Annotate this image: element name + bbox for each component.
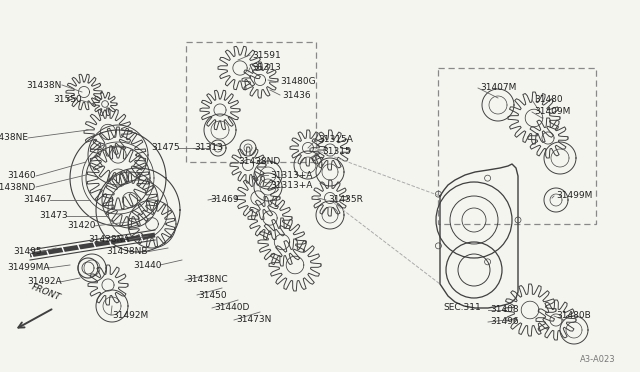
Text: 31313: 31313 [194, 144, 223, 153]
Text: 31480G: 31480G [280, 77, 316, 87]
Text: 31550: 31550 [53, 96, 82, 105]
Text: 31313+A: 31313+A [270, 170, 312, 180]
Text: 31438NA: 31438NA [88, 235, 130, 244]
Text: 31460: 31460 [8, 171, 36, 180]
Bar [438, 68, 596, 224]
Text: 31591: 31591 [252, 51, 281, 60]
Text: 31315A: 31315A [318, 135, 353, 144]
Text: 31438NE: 31438NE [0, 134, 28, 142]
Text: 31436: 31436 [282, 90, 310, 99]
Text: 31409M: 31409M [534, 108, 570, 116]
Text: 31438NC: 31438NC [186, 276, 228, 285]
Text: 31438ND: 31438ND [238, 157, 280, 167]
Text: 31313+A: 31313+A [270, 182, 312, 190]
Text: 31440D: 31440D [214, 304, 250, 312]
Text: 31438N: 31438N [27, 80, 62, 90]
Text: 31467: 31467 [24, 196, 52, 205]
Text: 31499M: 31499M [556, 192, 593, 201]
Text: 31408: 31408 [490, 305, 518, 314]
Text: 31435R: 31435R [328, 196, 363, 205]
Text: 31495: 31495 [13, 247, 42, 257]
Text: 31420: 31420 [67, 221, 96, 231]
Text: 31475: 31475 [152, 144, 180, 153]
Text: 31492M: 31492M [112, 311, 148, 320]
Text: 31315: 31315 [322, 148, 351, 157]
Text: 31438ND: 31438ND [0, 183, 36, 192]
Text: 31407M: 31407M [480, 83, 516, 93]
Text: 31473N: 31473N [236, 315, 271, 324]
Text: 31440: 31440 [134, 260, 162, 269]
Text: 31496: 31496 [490, 317, 518, 327]
Text: 31469: 31469 [210, 196, 239, 205]
Text: 31492A: 31492A [28, 278, 62, 286]
Text: 31438NB: 31438NB [106, 247, 148, 257]
Text: 31450: 31450 [198, 291, 227, 299]
Text: FRONT: FRONT [30, 282, 62, 302]
Text: SEC.311: SEC.311 [443, 304, 481, 312]
Bar [186, 42, 316, 162]
Text: 31473: 31473 [40, 212, 68, 221]
Text: 31499MA: 31499MA [8, 263, 50, 273]
Text: 31480: 31480 [534, 96, 563, 105]
Text: A3-A023: A3-A023 [580, 356, 616, 365]
Text: 31313: 31313 [252, 64, 281, 73]
Text: 31480B: 31480B [556, 311, 591, 321]
